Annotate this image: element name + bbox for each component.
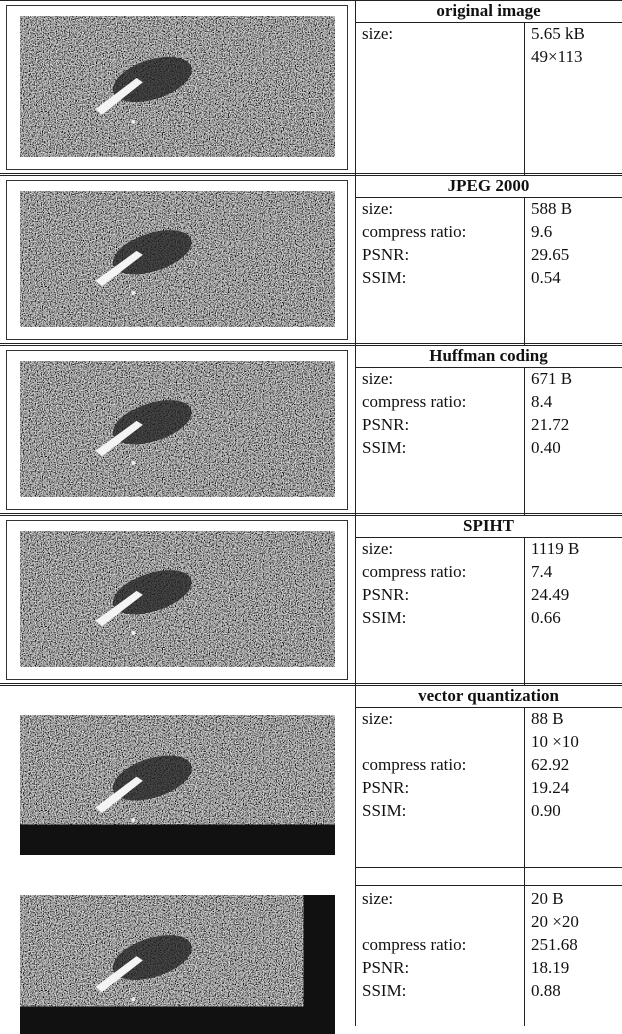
section-divider [0,515,622,516]
row-label: SSIM: [362,438,407,457]
thumbnail [20,191,335,327]
row-value: 8.4 [531,392,553,411]
row-label: compress ratio: [362,222,467,241]
image-frame [6,520,348,680]
section-title: JPEG 2000 [447,176,530,195]
value-divider [524,367,525,515]
image-frame [6,5,348,170]
row-value: 0.90 [531,801,561,820]
row-value: 88 B [531,709,564,728]
row-value: 9.6 [531,222,553,241]
value-divider [524,707,525,1026]
row-value: 49×113 [531,47,583,66]
header-rule [355,197,622,198]
row-label: size: [362,199,394,218]
row-value: 251.68 [531,935,578,954]
row-label: compress ratio: [362,392,467,411]
section-divider [0,173,622,174]
row-label: compress ratio: [362,562,467,581]
row-value: 5.65 kB [531,24,585,43]
image-frame [6,180,348,340]
row-label: SSIM: [362,268,407,287]
row-label: PSNR: [362,415,410,434]
section-title: vector quantization [418,686,559,705]
value-divider [524,22,525,175]
row-value: 24.49 [531,585,570,604]
thumbnail [20,531,335,667]
section-divider [0,0,622,1]
row-value: 671 B [531,369,573,388]
row-label: size: [362,369,394,388]
row-label: SSIM: [362,608,407,627]
value-divider [524,537,525,685]
row-label: size: [362,889,394,908]
row-value: 29.65 [531,245,570,264]
row-label: compress ratio: [362,935,467,954]
row-label: size: [362,539,394,558]
section-divider [0,345,622,346]
row-value: 20 ×20 [531,912,579,931]
row-value: 62.92 [531,755,570,774]
row-value: 0.54 [531,268,561,287]
row-label: SSIM: [362,981,407,1000]
section-divider [0,683,622,684]
thumbnail [20,16,335,157]
row-value: 1119 B [531,539,580,558]
section-divider [0,175,622,176]
row-value: 7.4 [531,562,553,581]
row-value: 18.19 [531,958,570,977]
row-value: 0.88 [531,981,561,1000]
thumbnail [20,715,335,855]
header-rule [355,22,622,23]
section-divider [0,685,622,686]
row-label: size: [362,24,394,43]
row-value: 0.40 [531,438,561,457]
row-value: 20 B [531,889,564,908]
row-label: PSNR: [362,245,410,264]
row-label: size: [362,709,394,728]
section-title: Huffman coding [429,346,548,365]
section-divider [0,343,622,344]
row-label: compress ratio: [362,755,467,774]
section-title: SPIHT [462,516,515,535]
row-label: PSNR: [362,958,410,977]
row-label: PSNR: [362,585,410,604]
thumbnail [20,361,335,497]
image-frame [6,350,348,510]
row-label: PSNR: [362,778,410,797]
header-rule [355,537,622,538]
section-divider [0,513,622,514]
row-value: 0.66 [531,608,561,627]
section-title: original image [436,1,541,20]
row-value: 19.24 [531,778,570,797]
header-rule [355,707,622,708]
block-rule [355,867,622,868]
value-divider [524,197,525,345]
thumbnail [20,895,335,1034]
row-value: 21.72 [531,415,570,434]
block-rule [355,885,622,886]
row-value: 588 B [531,199,573,218]
header-rule [355,367,622,368]
row-value: 10 ×10 [531,732,579,751]
row-label: SSIM: [362,801,407,820]
